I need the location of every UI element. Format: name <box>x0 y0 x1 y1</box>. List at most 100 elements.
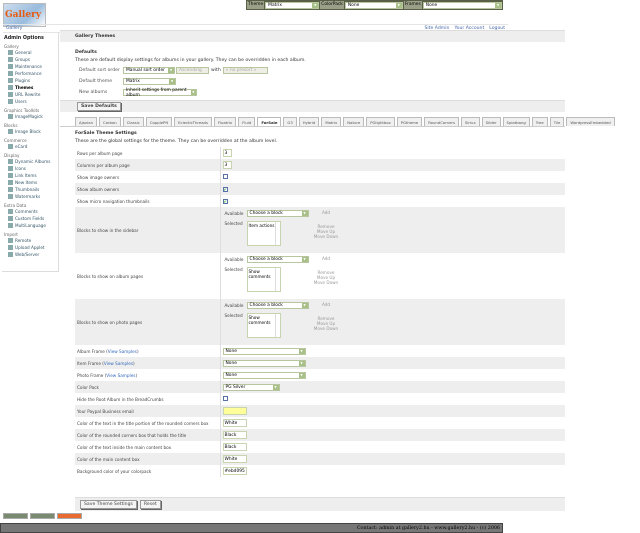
save-theme-settings-button[interactable]: Save Theme Settings <box>80 500 137 509</box>
add-button[interactable]: Add <box>321 256 331 261</box>
tab-roundcorners[interactable]: RoundCorners <box>424 117 459 126</box>
tab-nature[interactable]: Nature <box>343 117 365 126</box>
tab-tile[interactable]: Tile <box>549 117 565 126</box>
sidebar-item-watermarks[interactable]: Watermarks <box>4 193 56 200</box>
bg-value-input[interactable]: #ebd095 <box>222 467 247 475</box>
tab-splatbang[interactable]: Splatbang <box>502 117 530 126</box>
tab-g3[interactable]: G3 <box>283 117 297 126</box>
your-account-link[interactable]: Your Account <box>454 26 485 31</box>
tab-fluid[interactable]: Fluid <box>238 117 256 126</box>
sidebar-item-custom-fields[interactable]: Custom Fields <box>4 215 56 222</box>
reset-button[interactable]: Reset <box>139 500 161 509</box>
view-samples-link[interactable]: View Samples <box>107 348 137 354</box>
selected-blocks-list[interactable]: Show comments <box>246 267 281 292</box>
add-button[interactable]: Add <box>321 302 331 307</box>
sidebar-item-dynamic-albums[interactable]: Dynamic Albums <box>4 158 56 165</box>
frames-select[interactable]: None ▼ <box>422 1 502 9</box>
tab-pgtheme[interactable]: PGtheme <box>396 117 423 126</box>
view-samples-link[interactable]: View Samples <box>106 372 136 378</box>
move-down-button[interactable]: Move Down <box>313 326 339 331</box>
title-text-value-input[interactable]: White <box>222 419 247 427</box>
sidebar-item-comments[interactable]: Comments <box>4 208 56 215</box>
move-up-button[interactable]: Move Up <box>316 321 336 326</box>
tab-copplepft[interactable]: CopplePft <box>145 117 173 126</box>
rows-value-input[interactable]: 3 <box>222 149 232 157</box>
show-album-owners-checkbox[interactable]: ✔ <box>222 186 228 192</box>
default-theme-select[interactable]: Matrix ▼ <box>123 78 176 85</box>
add-button[interactable]: Add <box>321 210 331 215</box>
site-admin-link[interactable]: Site Admin <box>424 26 450 31</box>
move-up-button[interactable]: Move Up <box>316 275 336 280</box>
tab-forsale[interactable]: ForSale <box>257 117 282 126</box>
save-defaults-button[interactable]: Save Defaults <box>77 102 121 111</box>
badge[interactable] <box>3 513 28 519</box>
tab-siriux[interactable]: Siriux <box>460 117 480 126</box>
tab-wordpressembedded[interactable]: WordpressEmbedded <box>566 117 615 126</box>
remove-button[interactable]: Remove <box>317 270 335 275</box>
available-blocks-select[interactable]: Choose a block ▼ <box>246 302 309 309</box>
sidebar-item-imagemagick[interactable]: ImageMagick <box>4 113 56 120</box>
tab-eclecticthreads[interactable]: EclecticThreads <box>174 117 212 126</box>
available-blocks-select[interactable]: Choose a block ▼ <box>246 210 309 217</box>
tab-slider[interactable]: Slider <box>481 117 501 126</box>
color-pack-select[interactable]: PG Silver ▼ <box>222 383 280 391</box>
sidebar-item-users[interactable]: Users <box>4 98 56 105</box>
album-frame-select[interactable]: None ▼ <box>222 347 306 355</box>
sidebar-item-maintenance[interactable]: Maintenance <box>4 63 56 70</box>
move-down-button[interactable]: Move Down <box>313 280 339 285</box>
tab-matrix[interactable]: Matrix <box>321 117 342 126</box>
breadcrumb-gallery[interactable]: Gallery <box>6 26 23 31</box>
remove-button[interactable]: Remove <box>317 316 335 321</box>
show-owners-checkbox[interactable] <box>222 174 228 179</box>
colorpack-select[interactable]: None ▼ <box>344 1 403 9</box>
sidebar-item-performance[interactable]: Performance <box>4 70 56 77</box>
paypal-value-input[interactable] <box>222 406 247 415</box>
tab-tree[interactable]: Tree <box>531 117 548 126</box>
sidebar-item-multilanguage[interactable]: MultiLanguage <box>4 222 56 229</box>
sidebar-item-plugins[interactable]: Plugins <box>4 77 56 84</box>
sidebar-item-thumbnails[interactable]: Thumbnails <box>4 186 56 193</box>
sidebar-item-remote[interactable]: Remote <box>4 237 56 244</box>
cols-value-input[interactable]: 3 <box>222 161 232 169</box>
sort-order-select[interactable]: Manual sort order ▼ <box>123 67 175 74</box>
sort-direction-select[interactable]: Ascending <box>176 67 209 74</box>
sidebar-item-icons[interactable]: Icons <box>4 165 56 172</box>
sidebar-item-new-items[interactable]: New Items <box>4 179 56 186</box>
photo-frame-select[interactable]: None ▼ <box>222 371 306 379</box>
move-down-button[interactable]: Move Down <box>313 234 339 239</box>
hide-root-checkbox[interactable] <box>222 396 228 401</box>
sidebar-item-url-rewrite[interactable]: URL Rewrite <box>4 91 56 98</box>
sidebar-item-web-server[interactable]: Web/Server <box>4 251 56 258</box>
tab-hybrid[interactable]: Hybrid <box>298 117 320 126</box>
badge[interactable] <box>30 513 55 519</box>
tab-classic[interactable]: Classic <box>122 117 144 126</box>
content-box-value-input[interactable]: White <box>222 455 247 463</box>
remove-button[interactable]: Remove <box>317 224 335 229</box>
rounded-value-input[interactable]: Black <box>222 431 247 439</box>
available-blocks-select[interactable]: Choose a block ▼ <box>246 256 309 263</box>
tab-carbon[interactable]: Carbon <box>99 117 121 126</box>
move-up-button[interactable]: Move Up <box>316 229 336 234</box>
selected-blocks-list[interactable]: Show comments <box>246 313 281 338</box>
micro-checkbox[interactable]: ✔ <box>222 198 228 204</box>
selected-blocks-list[interactable]: Item actions <box>246 221 281 246</box>
badge[interactable] <box>57 513 82 519</box>
tab-floatrix[interactable]: Floatrix <box>213 117 237 126</box>
view-samples-link[interactable]: View Samples <box>103 360 134 366</box>
item-frame-select[interactable]: None ▼ <box>222 359 306 367</box>
gallery-logo[interactable]: Gallery <box>3 3 46 27</box>
sidebar-item-upload-applet[interactable]: Upload Applet <box>4 244 56 251</box>
theme-select[interactable]: Matrix ▼ <box>265 1 320 9</box>
tab-pglightbox[interactable]: PGlightbox <box>366 117 395 126</box>
new-albums-select[interactable]: Inherit settings from parent album ▼ <box>123 88 197 98</box>
sidebar-item-general[interactable]: General <box>4 49 56 56</box>
sidebar-item-themes[interactable]: Themes <box>4 84 56 91</box>
logout-link[interactable]: Logout <box>489 26 505 31</box>
presort-select[interactable]: « no presort » <box>222 67 268 74</box>
content-text-value-input[interactable]: Black <box>222 443 247 451</box>
sidebar-item-ecard[interactable]: eCard <box>4 143 56 150</box>
tab-ajaxian[interactable]: Ajaxian <box>75 117 98 126</box>
sidebar-item-groups[interactable]: Groups <box>4 56 56 63</box>
sidebar-item-link-items[interactable]: Link Items <box>4 172 56 179</box>
sidebar-item-image-block[interactable]: Image Block <box>4 128 56 135</box>
